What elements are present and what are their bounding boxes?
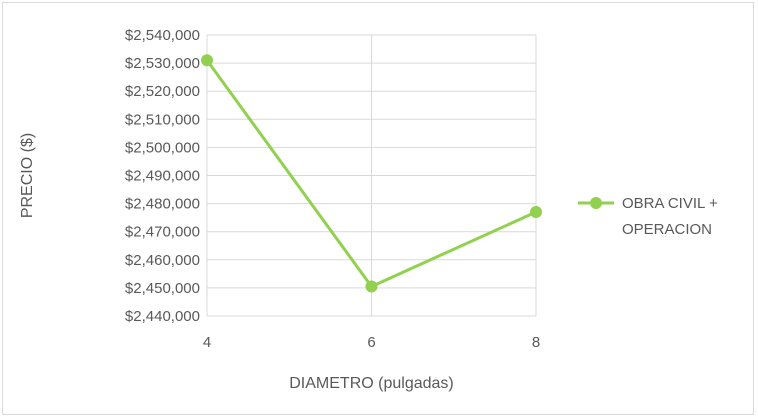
data-point bbox=[365, 280, 378, 293]
y-tick-label: $2,520,000 bbox=[125, 83, 200, 100]
y-tick-label: $2,530,000 bbox=[125, 55, 200, 72]
series-layer bbox=[201, 54, 542, 293]
legend: OBRA CIVIL + OPERACION bbox=[578, 195, 718, 238]
y-tick-label: $2,540,000 bbox=[125, 27, 200, 44]
x-tick-label: 4 bbox=[203, 334, 211, 351]
x-axis-ticks: 4 6 8 bbox=[203, 334, 540, 351]
chart-frame bbox=[2, 2, 754, 415]
data-point bbox=[201, 54, 213, 67]
y-axis-ticks: $2,440,000 $2,450,000 $2,460,000 $2,470,000… bbox=[125, 27, 200, 325]
x-axis-title: DIAMETRO (pulgadas) bbox=[289, 375, 454, 392]
y-tick-label: $2,450,000 bbox=[125, 280, 200, 297]
y-tick-label: $2,490,000 bbox=[125, 168, 200, 185]
legend-label: OBRA CIVIL + bbox=[622, 195, 718, 212]
legend-marker bbox=[590, 197, 602, 209]
grid-layer bbox=[206, 34, 537, 317]
data-point bbox=[530, 206, 542, 219]
x-tick-label: 6 bbox=[367, 334, 375, 351]
legend-label: OPERACION bbox=[622, 221, 712, 238]
y-tick-label: $2,510,000 bbox=[125, 111, 200, 128]
y-tick-label: $2,460,000 bbox=[125, 252, 200, 269]
y-tick-label: $2,440,000 bbox=[125, 308, 200, 325]
x-tick-label: 8 bbox=[532, 334, 540, 351]
y-axis-title: PRECIO ($) bbox=[19, 133, 36, 218]
y-tick-label: $2,480,000 bbox=[125, 196, 200, 213]
y-tick-label: $2,470,000 bbox=[125, 224, 200, 241]
y-tick-label: $2,500,000 bbox=[125, 139, 200, 156]
